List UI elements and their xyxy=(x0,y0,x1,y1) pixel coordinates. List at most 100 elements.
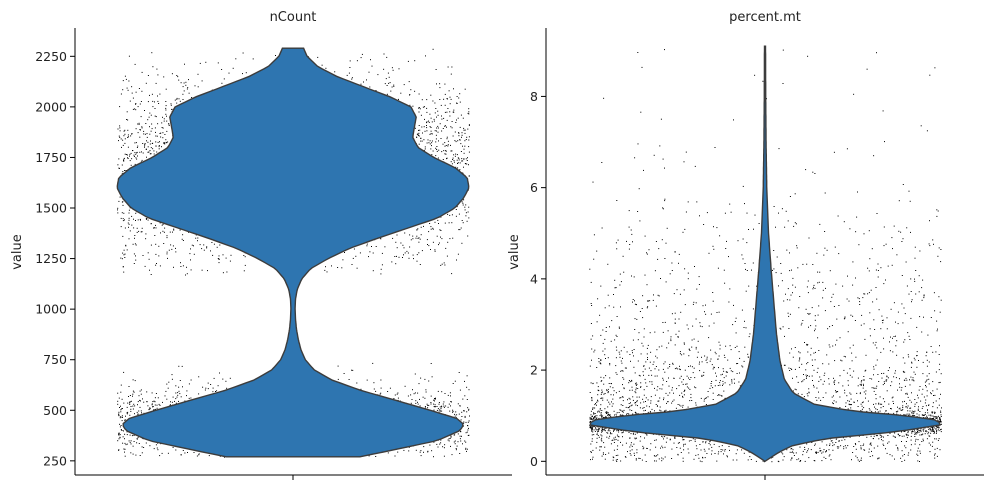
jitter-point xyxy=(141,159,143,161)
jitter-point xyxy=(166,383,168,385)
jitter-point xyxy=(403,254,404,256)
jitter-point xyxy=(159,455,161,457)
jitter-point xyxy=(132,395,133,397)
jitter-point xyxy=(455,122,457,123)
jitter-point xyxy=(454,443,456,445)
jitter-point xyxy=(380,387,382,389)
jitter-point xyxy=(460,151,462,152)
jitter-point xyxy=(176,396,178,398)
jitter-point xyxy=(420,137,422,139)
jitter-point xyxy=(446,138,448,140)
jitter-point xyxy=(123,249,125,251)
jitter-point xyxy=(394,455,396,457)
jitter-point xyxy=(130,452,132,454)
jitter-point xyxy=(124,219,125,221)
jitter-point xyxy=(458,372,460,373)
jitter-point xyxy=(118,449,120,451)
jitter-point xyxy=(396,247,398,249)
jitter-point xyxy=(468,206,470,208)
jitter-point xyxy=(422,396,424,398)
jitter-point xyxy=(148,151,150,153)
jitter-point xyxy=(149,408,151,410)
jitter-point xyxy=(146,156,147,158)
jitter-point xyxy=(360,57,362,59)
jitter-point xyxy=(375,456,377,457)
jitter-point xyxy=(121,420,123,422)
jitter-point xyxy=(206,247,208,249)
jitter-point xyxy=(151,404,153,406)
jitter-point xyxy=(201,248,203,250)
jitter-point xyxy=(389,82,391,84)
jitter-point xyxy=(444,125,446,127)
jitter-point xyxy=(459,139,461,141)
jitter-point xyxy=(431,140,433,142)
jitter-point xyxy=(460,431,462,433)
jitter-point xyxy=(465,421,467,423)
jitter-point xyxy=(130,152,132,154)
jitter-point xyxy=(161,127,163,128)
jitter-point xyxy=(459,389,461,391)
jitter-point xyxy=(198,453,200,455)
jitter-point xyxy=(144,146,145,148)
jitter-point xyxy=(126,431,128,433)
jitter-point xyxy=(433,456,434,458)
jitter-point xyxy=(136,442,138,444)
jitter-point xyxy=(129,441,131,443)
jitter-point xyxy=(122,80,124,82)
jitter-point xyxy=(163,243,165,244)
jitter-point xyxy=(429,143,431,145)
jitter-point xyxy=(124,455,126,457)
jitter-point xyxy=(119,434,121,436)
jitter-point xyxy=(461,132,463,134)
jitter-point xyxy=(185,84,187,86)
jitter-point xyxy=(440,104,442,106)
jitter-point xyxy=(433,403,435,405)
jitter-point xyxy=(187,452,188,453)
jitter-point xyxy=(407,60,409,62)
jitter-point xyxy=(137,413,139,415)
jitter-point xyxy=(139,390,141,392)
jitter-point xyxy=(418,252,420,254)
jitter-point xyxy=(203,249,205,251)
jitter-point xyxy=(125,444,127,446)
jitter-point xyxy=(182,265,184,267)
jitter-point xyxy=(430,402,432,403)
jitter-point xyxy=(159,404,161,406)
jitter-point xyxy=(465,212,467,214)
jitter-point xyxy=(118,449,120,451)
jitter-point xyxy=(128,55,130,57)
jitter-point xyxy=(124,448,126,450)
jitter-point xyxy=(460,440,462,442)
jitter-point xyxy=(157,74,159,76)
jitter-point xyxy=(468,408,470,410)
jitter-point xyxy=(124,438,125,440)
jitter-point xyxy=(439,99,441,100)
jitter-point xyxy=(182,450,184,451)
jitter-point xyxy=(372,270,374,272)
jitter-point xyxy=(416,235,418,237)
jitter-point xyxy=(202,386,204,388)
jitter-point xyxy=(460,419,462,421)
jitter-point xyxy=(135,109,137,111)
jitter-point xyxy=(119,130,121,132)
jitter-point xyxy=(467,429,469,431)
jitter-point xyxy=(393,84,395,86)
jitter-point xyxy=(451,127,453,129)
jitter-point xyxy=(427,139,429,141)
jitter-point xyxy=(187,87,189,89)
jitter-point xyxy=(321,64,323,66)
jitter-point xyxy=(127,157,129,159)
jitter-point xyxy=(466,399,468,400)
jitter-point xyxy=(419,398,420,400)
jitter-point xyxy=(403,84,405,86)
jitter-point xyxy=(128,136,129,138)
jitter-point xyxy=(386,93,388,95)
jitter-point xyxy=(457,167,459,169)
jitter-point xyxy=(437,110,439,112)
jitter-point xyxy=(121,212,123,214)
jitter-point xyxy=(177,392,179,394)
jitter-point xyxy=(468,389,470,391)
jitter-point xyxy=(397,451,399,453)
jitter-point xyxy=(142,398,143,400)
jitter-point xyxy=(380,268,382,270)
